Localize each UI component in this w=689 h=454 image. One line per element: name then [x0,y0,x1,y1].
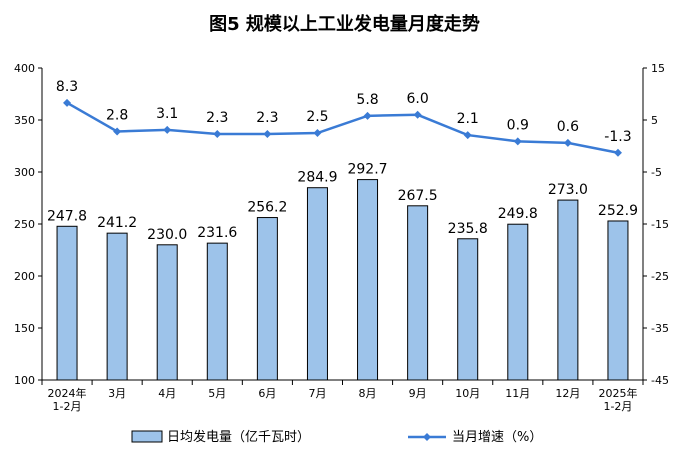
line-data-label: 2.3 [206,110,228,126]
bar [607,220,629,381]
x-tick-label: 2025年 1-2月 [598,386,637,413]
line-point [563,138,572,147]
line-data-label: 0.6 [557,119,579,135]
x-tick-label: 6月 [258,387,276,400]
y-left-tick-label: 200 [14,270,35,283]
bar-data-labels: 247.8 241.2 230.0 231.6 256.2 284.9 292.7 267.5… [47,162,638,243]
x-tick-label: 9月 [409,387,427,400]
axes: 100 150 200 250 300 350 400 15 5 -5 -15 -25 -35 -45 20… [14,62,669,413]
line-series [63,98,622,157]
x-tick-label: 11月 [505,387,530,400]
line-data-labels: 8.3 2.8 3.1 2.3 2.3 2.5 5.8 6.0 2.1 0.9 0.6 -1.3 [56,79,632,145]
bar-series [56,179,629,381]
y-left-tick-label: 350 [14,114,35,127]
line-point [363,111,372,120]
bar-data-label: 231.6 [197,225,237,241]
x-tick-label: 5月 [208,387,226,400]
bar [56,225,78,381]
y-right-tick-label: -25 [651,270,669,283]
legend-line-label: 当月增速（%） [452,430,542,445]
legend-bar-swatch [131,430,163,443]
legend-line-marker [423,433,431,441]
bar [206,242,228,381]
line-point [413,110,422,119]
y-right-tick-label: -15 [651,218,669,231]
bar-data-label: 235.8 [448,221,488,237]
bar [507,223,529,381]
bar [256,217,278,381]
x-tick-label: 10月 [455,387,480,400]
y-left-tick-label: 250 [14,218,35,231]
line-point [163,125,172,134]
line-data-label: 2.1 [457,111,479,127]
y-left-tick-label: 100 [14,374,35,387]
y-right-tick-label: -45 [651,374,669,387]
y-left-tick-label: 150 [14,322,35,335]
x-tick-label: 3月 [108,387,126,400]
x-tick-label: 2024年 1-2月 [48,386,87,413]
x-tick-label: 12月 [555,387,580,400]
x-tick-label: 7月 [308,387,326,400]
line-path [66,101,619,154]
bar-data-label: 256.2 [247,200,287,216]
y-right-tick-label: -5 [651,166,662,179]
legend: 日均发电量（亿千瓦时） 当月增速（%） [131,429,542,445]
line-data-label: 5.8 [356,92,378,108]
line-data-label: 2.3 [256,110,278,126]
bar-data-label: 230.0 [147,227,187,243]
y-left-tick-label: 400 [14,62,35,75]
x-tick-label: 4月 [158,387,176,400]
y-left-tick-label: 300 [14,166,35,179]
line-point [313,129,322,137]
y-right-tick-label: 15 [651,62,665,75]
line-data-label: 2.5 [306,109,328,125]
line-data-label: 0.9 [507,117,529,133]
line-point [263,130,272,139]
line-data-label: 2.8 [106,107,128,123]
line-point [613,148,622,157]
bar-data-label: 249.8 [498,206,538,222]
bar-data-label: 292.7 [347,162,387,178]
line-data-label: 8.3 [56,79,78,95]
chart-title: 图5 规模以上工业发电量月度走势 [209,14,480,35]
line-data-label: 3.1 [156,106,178,122]
line-data-label: 6.0 [406,91,428,107]
y-right-tick-label: -35 [651,322,669,335]
bar-data-label: 267.5 [398,188,438,204]
bar-data-label: 284.9 [297,170,337,186]
bar [557,199,579,381]
bar [156,244,178,381]
line-point [63,98,72,107]
bar-data-label: 252.9 [598,203,638,219]
line-point [463,131,472,140]
bar [306,187,328,381]
bar [457,238,479,381]
bar [106,232,128,381]
line-point [213,130,222,139]
line-point [513,137,522,146]
x-tick-label: 8月 [359,387,377,400]
legend-bar-label: 日均发电量（亿千瓦时） [167,429,310,445]
y-right-tick-label: 5 [651,114,658,127]
bar [357,179,379,381]
bar [407,205,429,381]
bar-data-label: 247.8 [47,208,87,224]
line-data-label: -1.3 [604,129,631,145]
bar-data-label: 273.0 [548,182,588,198]
line-point [113,127,122,136]
bar-data-label: 241.2 [97,215,137,231]
